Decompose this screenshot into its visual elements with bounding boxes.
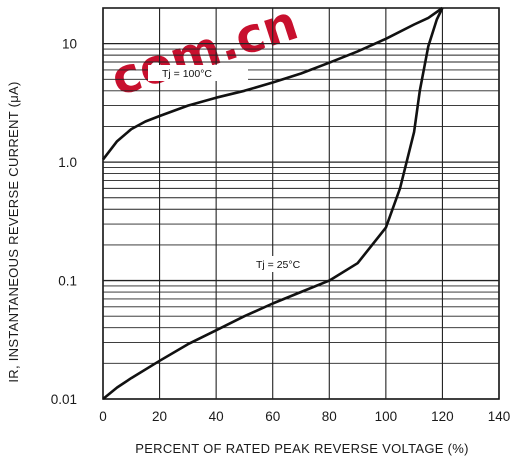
y-tick-label: 10 xyxy=(62,37,77,52)
curves xyxy=(101,6,444,401)
x-tick-label: 20 xyxy=(152,409,167,424)
y-axis-title: IR, INSTANTANEOUS REVERSE CURRENT (μA) xyxy=(6,81,21,382)
x-tick-label: 80 xyxy=(322,409,337,424)
x-tick-labels: 0 20 40 60 80 100 120 140 xyxy=(99,409,510,424)
y-tick-labels: 0.01 0.1 1.0 10 xyxy=(51,37,77,407)
x-axis-title: PERCENT OF RATED PEAK REVERSE VOLTAGE (%… xyxy=(135,441,469,456)
watermark-text: com.cn xyxy=(104,0,304,107)
x-tick-label: 60 xyxy=(265,409,280,424)
x-tick-label: 0 xyxy=(99,409,107,424)
watermark: com.cn xyxy=(104,0,304,107)
y-tick-label: 0.1 xyxy=(58,274,77,289)
series-tj25-line xyxy=(102,7,444,401)
x-tick-label: 140 xyxy=(488,409,511,424)
series-tj100-line xyxy=(101,6,444,161)
label-tj100: Tj = 100°C xyxy=(148,65,248,81)
y-tick-label: 1.0 xyxy=(58,155,77,170)
label-tj100-text: Tj = 100°C xyxy=(162,68,212,80)
y-tick-label: 0.01 xyxy=(51,392,77,407)
label-tj25: Tj = 25°C xyxy=(250,256,318,272)
label-tj25-text: Tj = 25°C xyxy=(256,259,301,271)
x-tick-label: 100 xyxy=(375,409,398,424)
x-tick-label: 40 xyxy=(209,409,224,424)
x-tick-label: 120 xyxy=(431,409,454,424)
